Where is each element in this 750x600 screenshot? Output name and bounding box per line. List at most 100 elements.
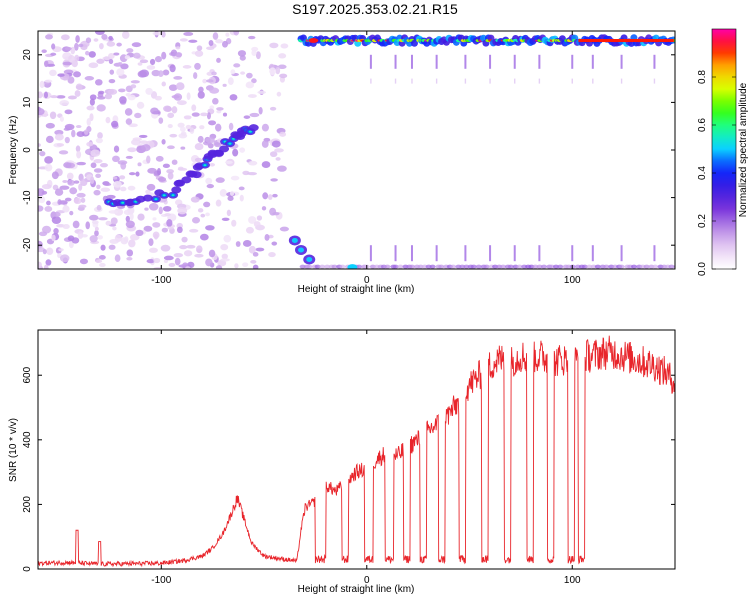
spectrogram-band-peak xyxy=(664,39,668,43)
spectrogram-band-peak xyxy=(638,39,642,43)
spectrogram-speckle xyxy=(67,235,75,242)
spectrogram-lower-band xyxy=(409,264,416,269)
spectrogram-x-tick-label: 100 xyxy=(564,275,581,286)
spectrogram-speckle xyxy=(230,175,240,181)
spectrogram-speckle xyxy=(267,194,273,200)
spectrogram-speckle xyxy=(98,90,105,95)
spectrogram-speckle xyxy=(58,248,64,252)
spectrogram-speckle xyxy=(94,226,99,232)
spectrogram-speckle xyxy=(39,150,46,157)
spectrogram-lower-band xyxy=(397,264,404,269)
spectrogram-speckle xyxy=(83,129,89,135)
spectrogram-speckle xyxy=(253,221,261,228)
spectrogram-speckle xyxy=(245,81,255,89)
spectrogram-speckle xyxy=(225,32,230,37)
spectrogram-speckle xyxy=(161,81,166,87)
spectrogram-speckle xyxy=(261,140,269,148)
spectrogram-lower-band xyxy=(631,264,638,269)
spectrogram-speckle xyxy=(178,133,188,139)
spectrogram-streak xyxy=(435,54,438,69)
spectrogram-speckle xyxy=(132,52,141,59)
spectrogram-speckle xyxy=(228,122,234,131)
spectrogram-chirp-peak xyxy=(121,201,125,204)
spectrogram-speckle xyxy=(108,210,119,214)
spectrogram-streak xyxy=(489,245,492,262)
spectrogram-band-peak xyxy=(654,39,658,43)
spectrogram-speckle xyxy=(41,49,47,54)
spectrogram-speckle xyxy=(248,216,257,224)
spectrogram-speckle xyxy=(126,256,133,261)
spectrogram-lower-band xyxy=(536,264,543,269)
spectrogram-streak xyxy=(653,78,656,84)
spectrogram-speckle xyxy=(64,123,75,131)
spectrogram-speckle xyxy=(198,86,204,93)
spectrogram-speckle xyxy=(78,183,83,191)
spectrogram-band-peak xyxy=(625,39,629,43)
spectrogram-band-peak xyxy=(648,39,652,43)
spectrogram-speckle xyxy=(46,63,56,67)
spectrogram-speckle xyxy=(69,210,74,216)
spectrogram-speckle xyxy=(176,226,183,234)
spectrogram-speckle xyxy=(240,71,246,75)
spectrogram-speckle xyxy=(194,157,203,162)
spectrogram-speckle xyxy=(57,73,65,77)
spectrogram-speckle xyxy=(227,195,234,201)
spectrogram-speckle xyxy=(118,88,126,93)
spectrogram-speckle xyxy=(205,212,210,217)
spectrogram-speckle xyxy=(57,199,62,206)
spectrogram-speckle xyxy=(220,258,230,262)
spectrogram-lower-band xyxy=(581,264,588,269)
spectrogram-speckle xyxy=(179,38,188,42)
spectrogram-speckle xyxy=(49,111,57,120)
spectrogram-speckle xyxy=(112,226,117,231)
spectrogram-speckle xyxy=(272,193,278,198)
spectrogram-lower-band xyxy=(299,264,306,269)
spectrogram-speckle xyxy=(75,145,81,153)
spectrogram-speckle xyxy=(208,40,214,46)
spectrogram-band-peak xyxy=(629,39,633,43)
spectrogram-lower-band xyxy=(417,264,424,269)
spectrogram-speckle xyxy=(114,254,121,263)
spectrogram-speckle xyxy=(171,159,178,165)
spectrogram-lower-band xyxy=(306,264,313,269)
spectrogram-y-ticks: -20 -10 0 10 20 xyxy=(22,49,675,253)
spectrogram-lower-band xyxy=(392,264,399,269)
spectrogram-streak xyxy=(591,245,594,262)
spectrogram-streak xyxy=(538,54,541,69)
spectrogram-band-peak xyxy=(611,39,615,43)
spectrogram-speckle xyxy=(76,161,87,166)
spectrogram-speckle xyxy=(125,155,133,159)
spectrogram-speckle xyxy=(95,137,103,144)
spectrogram-speckle xyxy=(111,120,119,128)
spectrogram-speckle xyxy=(257,90,266,94)
spectrogram-streak xyxy=(620,54,623,69)
spectrogram-band-peak xyxy=(598,39,602,43)
spectrogram-speckle xyxy=(194,143,204,151)
spectrogram-chirp-blob xyxy=(181,176,192,184)
spectrogram-lower-band xyxy=(438,264,445,269)
spectrogram-speckle xyxy=(89,94,97,101)
spectrogram-speckle xyxy=(200,233,209,241)
spectrogram-y-tick-label: -20 xyxy=(22,238,33,253)
spectrogram-speckle xyxy=(124,55,131,60)
spectrogram-lower-band xyxy=(356,264,363,269)
spectrogram-speckle xyxy=(199,125,205,130)
spectrogram-x-tick-label: 0 xyxy=(364,275,370,286)
spectrogram-streak xyxy=(538,245,541,262)
spectrogram-band-peak xyxy=(617,39,621,43)
spectrogram-chirp-peak xyxy=(228,142,232,145)
spectrogram-speckle xyxy=(215,199,222,207)
colorbar-tick-label: 0.0 xyxy=(697,262,708,276)
spectrogram-speckle xyxy=(93,159,103,164)
spectrogram-band-peak xyxy=(590,39,594,43)
spectrogram-speckle xyxy=(180,126,186,132)
spectrogram-speckle xyxy=(238,186,245,191)
spectrogram-speckle xyxy=(135,229,144,237)
spectrogram-speckle xyxy=(209,105,215,110)
spectrogram-band-peak xyxy=(627,39,631,43)
spectrogram-speckle xyxy=(94,79,103,86)
snr-frame xyxy=(37,329,676,570)
spectrogram-speckle xyxy=(89,113,94,122)
spectrogram-speckle xyxy=(269,42,279,49)
